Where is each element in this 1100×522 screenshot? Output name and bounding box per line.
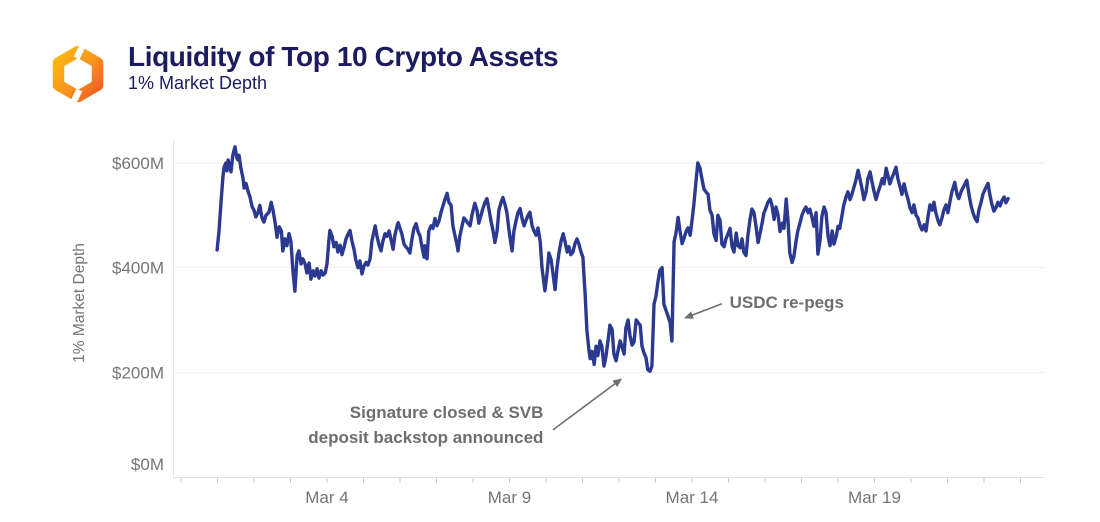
title-block: Liquidity of Top 10 Crypto Assets 1% Mar…	[128, 41, 559, 95]
page-title: Liquidity of Top 10 Crypto Assets	[128, 41, 559, 72]
x-tick-label: Mar 9	[488, 488, 531, 507]
market-depth-line	[215, 145, 1010, 373]
x-tick-label: Mar 4	[305, 488, 348, 507]
chart-header: Liquidity of Top 10 Crypto Assets 1% Mar…	[48, 41, 559, 104]
y-axis-title: 1% Market Depth	[71, 243, 88, 363]
page-subtitle: 1% Market Depth	[128, 73, 268, 94]
x-tick-label: Mar 14	[666, 488, 719, 507]
svb-annotation-arrow	[552, 378, 622, 431]
y-tick-label: $600M	[112, 154, 164, 173]
usdc-annotation-arrow	[684, 303, 723, 319]
usdc-annotation-label: USDC re-pegs	[730, 293, 844, 312]
x-tick-label: Mar 19	[848, 488, 901, 507]
y-tick-label: $200M	[112, 363, 164, 382]
y-tick-label: $400M	[112, 259, 164, 278]
kaiko-logo-icon	[52, 44, 104, 104]
svb-annotation-label: Signature closed & SVB deposit backstop a…	[308, 403, 543, 447]
y-tick-label: $0M	[131, 455, 164, 474]
